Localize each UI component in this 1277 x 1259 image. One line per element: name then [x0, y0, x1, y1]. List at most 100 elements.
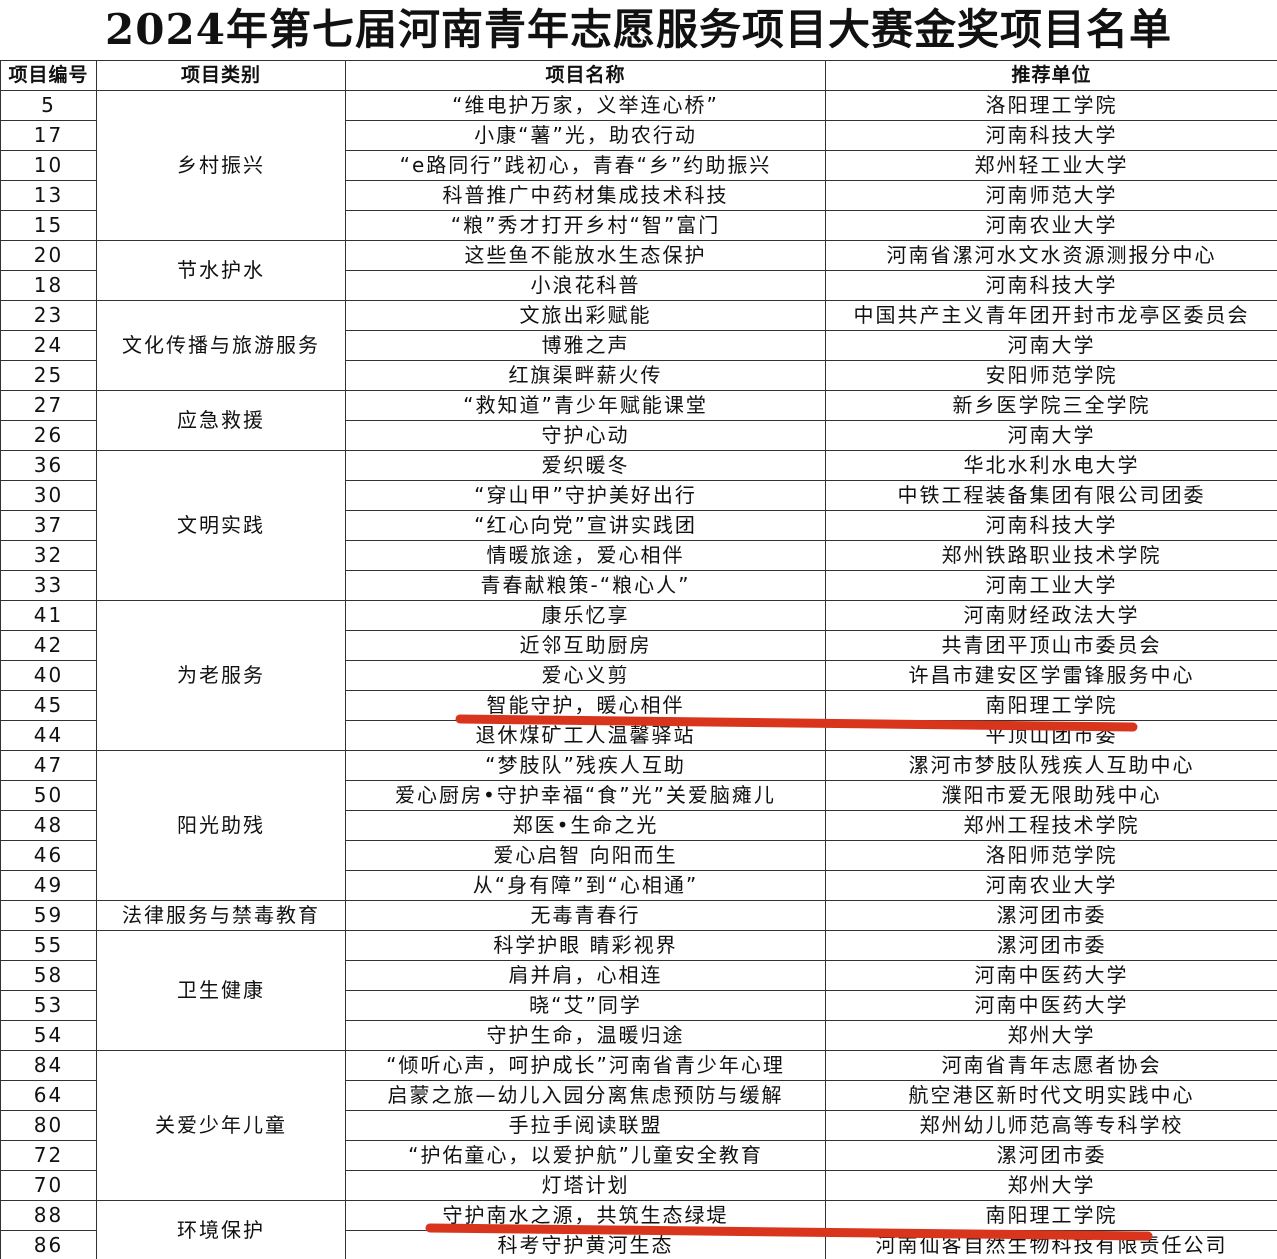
- project-name: 肩并肩，心相连: [345, 960, 826, 991]
- project-name: 青春献粮策-“粮心人”: [345, 570, 826, 601]
- row: 5 乡村振兴 “维电护万家，义举连心桥” 洛阳理工学院: [0, 90, 1277, 241]
- recommending-unit: 河南中医药大学: [825, 960, 1277, 991]
- row: 55 卫生健康 科学护眼 睛彩视界 漯河团市委: [0, 930, 1277, 1051]
- row: 46 爱心启智 向阳而生 洛阳师范学院: [0, 840, 1277, 871]
- project-name: 近邻互助厨房: [345, 630, 826, 661]
- row: 59 法律服务与禁毒教育 无毒青春行 漯河团市委: [0, 900, 1277, 931]
- project-name: 科考守护黄河生态: [345, 1230, 826, 1259]
- project-name: 科学护眼 睛彩视界: [345, 930, 826, 961]
- project-name: “穿山甲”守护美好出行: [345, 480, 826, 511]
- project-id: 15: [0, 210, 97, 241]
- project-name: 小浪花科普: [345, 270, 826, 301]
- recommending-unit: 洛阳师范学院: [825, 840, 1277, 871]
- recommending-unit: 河南仙客自然生物科技有限责任公司: [825, 1230, 1277, 1259]
- recommending-unit: 河南农业大学: [825, 870, 1277, 901]
- category: 关爱少年儿童: [96, 1050, 346, 1201]
- project-id: 45: [0, 690, 97, 721]
- row: 25 红旗渠畔薪火传 安阳师范学院: [0, 360, 1277, 391]
- project-id: 13: [0, 180, 97, 211]
- project-name: 守护心动: [345, 420, 826, 451]
- recommending-unit: 郑州幼儿师范高等专科学校: [825, 1110, 1277, 1141]
- project-id: 47: [0, 750, 97, 781]
- project-id: 44: [0, 720, 97, 751]
- project-id: 36: [0, 450, 97, 481]
- project-id: 25: [0, 360, 97, 391]
- recommending-unit: 濮阳市爱无限助残中心: [825, 780, 1277, 811]
- project-name: “护佑童心，以爱护航”儿童安全教育: [345, 1140, 826, 1171]
- row: 26 守护心动 河南大学: [0, 420, 1277, 451]
- row: 23 文化传播与旅游服务 文旅出彩赋能 中国共产主义青年团开封市龙亭区委员会: [0, 300, 1277, 391]
- row: 24 博雅之声 河南大学: [0, 330, 1277, 361]
- project-name: 智能守护，暖心相伴: [345, 690, 826, 721]
- project-name: 退休煤矿工人温馨驿站: [345, 720, 826, 751]
- category: 卫生健康: [96, 930, 346, 1051]
- row: 53 晓“艾”同学 河南中医药大学: [0, 990, 1277, 1021]
- project-name: 启蒙之旅—幼儿入园分离焦虑预防与缓解: [345, 1080, 826, 1111]
- project-name: 爱心启智 向阳而生: [345, 840, 826, 871]
- row: 40 爱心义剪 许昌市建安区学雷锋服务中心: [0, 660, 1277, 691]
- project-id: 41: [0, 600, 97, 631]
- row: 64 启蒙之旅—幼儿入园分离焦虑预防与缓解 航空港区新时代文明实践中心: [0, 1080, 1277, 1111]
- project-id: 59: [0, 900, 97, 931]
- category: 环境保护: [96, 1200, 346, 1259]
- category: 应急救援: [96, 390, 346, 451]
- row: 70 灯塔计划 郑州大学: [0, 1170, 1277, 1201]
- recommending-unit: 河南农业大学: [825, 210, 1277, 241]
- project-name: “救知道”青少年赋能课堂: [345, 390, 826, 421]
- project-name: 手拉手阅读联盟: [345, 1110, 826, 1141]
- project-id: 32: [0, 540, 97, 571]
- project-name: 科普推广中药材集成技术科技: [345, 180, 826, 211]
- recommending-unit: 河南科技大学: [825, 510, 1277, 541]
- project-name: 无毒青春行: [345, 900, 826, 931]
- row: 80 手拉手阅读联盟 郑州幼儿师范高等专科学校: [0, 1110, 1277, 1141]
- project-id: 53: [0, 990, 97, 1021]
- project-id: 26: [0, 420, 97, 451]
- project-id: 10: [0, 150, 97, 181]
- recommending-unit: 河南财经政法大学: [825, 600, 1277, 631]
- project-id: 46: [0, 840, 97, 871]
- project-id: 17: [0, 120, 97, 151]
- project-id: 72: [0, 1140, 97, 1171]
- row: 41 为老服务 康乐忆享 河南财经政法大学: [0, 600, 1277, 751]
- category: 文化传播与旅游服务: [96, 300, 346, 391]
- project-id: 70: [0, 1170, 97, 1201]
- row: 18 小浪花科普 河南科技大学: [0, 270, 1277, 301]
- project-id: 55: [0, 930, 97, 961]
- category: 文明实践: [96, 450, 346, 601]
- row: 15 “粮”秀才打开乡村“智”富门 河南农业大学: [0, 210, 1277, 241]
- row: 47 阳光助残 “梦肢队”残疾人互助 漯河市梦肢队残疾人互助中心: [0, 750, 1277, 901]
- project-name: 文旅出彩赋能: [345, 300, 826, 331]
- project-name: 郑医•生命之光: [345, 810, 826, 841]
- project-name: “维电护万家，义举连心桥”: [345, 90, 826, 121]
- row: 58 肩并肩，心相连 河南中医药大学: [0, 960, 1277, 991]
- project-id: 50: [0, 780, 97, 811]
- project-name: 红旗渠畔薪火传: [345, 360, 826, 391]
- project-name: “倾听心声，呵护成长”河南省青少年心理: [345, 1050, 826, 1081]
- project-name: 从“身有障”到“心相通”: [345, 870, 826, 901]
- recommending-unit: 河南科技大学: [825, 120, 1277, 151]
- project-id: 49: [0, 870, 97, 901]
- project-id: 42: [0, 630, 97, 661]
- recommending-unit: 南阳理工学院: [825, 1200, 1277, 1231]
- category: 法律服务与禁毒教育: [96, 900, 346, 931]
- recommending-unit: 郑州轻工业大学: [825, 150, 1277, 181]
- row: 32 情暖旅途，爱心相伴 郑州铁路职业技术学院: [0, 540, 1277, 571]
- category: 乡村振兴: [96, 90, 346, 241]
- project-id: 80: [0, 1110, 97, 1141]
- project-name: “梦肢队”残疾人互助: [345, 750, 826, 781]
- header-cell: 项目名称: [345, 60, 826, 91]
- project-name: 博雅之声: [345, 330, 826, 361]
- recommending-unit: 平顶山团市委: [825, 720, 1277, 751]
- project-id: 30: [0, 480, 97, 511]
- row: 30 “穿山甲”守护美好出行 中铁工程装备集团有限公司团委: [0, 480, 1277, 511]
- row: 20 节水护水 这些鱼不能放水生态保护 河南省漯河水文水资源测报分中心: [0, 240, 1277, 301]
- header-cell: 推荐单位: [825, 60, 1277, 91]
- project-name: 康乐忆享: [345, 600, 826, 631]
- recommending-unit: 南阳理工学院: [825, 690, 1277, 721]
- project-id: 64: [0, 1080, 97, 1111]
- project-name: 晓“艾”同学: [345, 990, 826, 1021]
- row: 50 爱心厨房•守护幸福“食”光”关爱脑瘫儿 濮阳市爱无限助残中心: [0, 780, 1277, 811]
- recommending-unit: 漯河团市委: [825, 900, 1277, 931]
- project-id: 24: [0, 330, 97, 361]
